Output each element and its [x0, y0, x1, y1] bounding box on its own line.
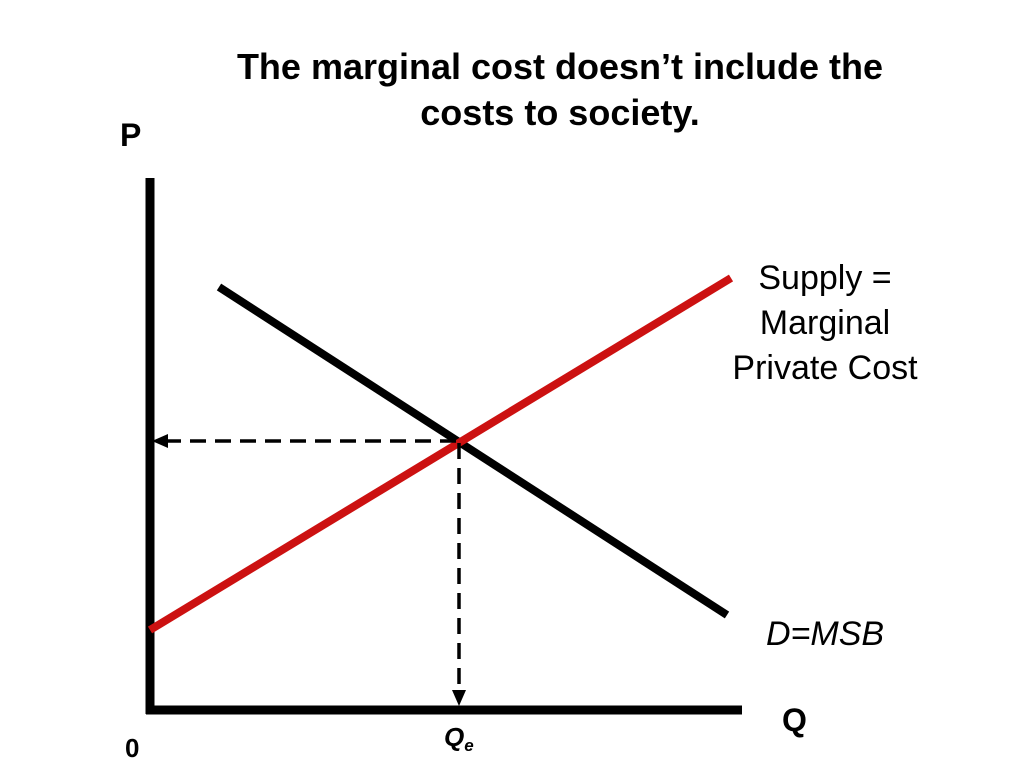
price-guide-arrowhead — [152, 434, 168, 448]
qe-letter: Q — [444, 722, 465, 752]
demand-curve-label: D=MSB — [766, 615, 885, 653]
quantity-guide-arrowhead — [452, 690, 466, 706]
qe-subscript: e — [464, 736, 474, 755]
supply-curve — [147, 274, 734, 634]
equilibrium-quantity-label: Qe — [444, 722, 474, 756]
slide-title: The marginal cost doesn’t include the co… — [236, 46, 884, 133]
x-axis-label: Q — [782, 702, 807, 738]
y-axis-label: P — [120, 117, 142, 153]
demand-curve — [216, 283, 730, 619]
supply-curve-label: Supply = Marginal Private Cost — [732, 259, 918, 387]
origin-label: 0 — [125, 733, 140, 763]
